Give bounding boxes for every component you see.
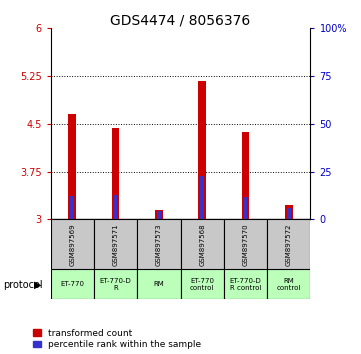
Text: protocol: protocol — [4, 280, 43, 290]
Text: GSM897573: GSM897573 — [156, 223, 162, 266]
Bar — [51, 219, 94, 269]
Bar — [180, 269, 224, 299]
Text: ET-770
control: ET-770 control — [190, 278, 214, 291]
Bar — [114, 195, 117, 219]
Text: GSM897570: GSM897570 — [243, 223, 248, 266]
Text: ET-770-D
R control: ET-770-D R control — [230, 278, 261, 291]
Bar — [94, 219, 137, 269]
Bar — [224, 219, 267, 269]
Text: GSM897568: GSM897568 — [199, 223, 205, 266]
Bar — [200, 176, 204, 219]
Bar — [224, 269, 267, 299]
Text: GSM897569: GSM897569 — [69, 223, 75, 266]
Text: GSM897572: GSM897572 — [286, 223, 292, 266]
Bar — [155, 210, 163, 219]
Text: RM: RM — [153, 281, 164, 287]
Text: ET-770-D
R: ET-770-D R — [100, 278, 131, 291]
Text: ▶: ▶ — [34, 280, 42, 290]
Bar — [157, 211, 161, 219]
Text: ET-770: ET-770 — [60, 281, 84, 287]
Bar — [112, 129, 119, 219]
Bar — [198, 81, 206, 219]
Bar — [137, 269, 180, 299]
Bar — [137, 219, 180, 269]
Legend: transformed count, percentile rank within the sample: transformed count, percentile rank withi… — [34, 329, 201, 349]
Bar — [70, 196, 74, 219]
Text: RM
control: RM control — [277, 278, 301, 291]
Text: GSM897571: GSM897571 — [113, 223, 118, 266]
Bar — [180, 219, 224, 269]
Bar — [244, 197, 247, 219]
Bar — [287, 208, 291, 219]
Bar — [285, 205, 293, 219]
Bar — [68, 114, 76, 219]
Bar — [242, 132, 249, 219]
Title: GDS4474 / 8056376: GDS4474 / 8056376 — [110, 13, 251, 27]
Bar — [94, 269, 137, 299]
Bar — [51, 269, 94, 299]
Bar — [267, 269, 310, 299]
Bar — [267, 219, 310, 269]
